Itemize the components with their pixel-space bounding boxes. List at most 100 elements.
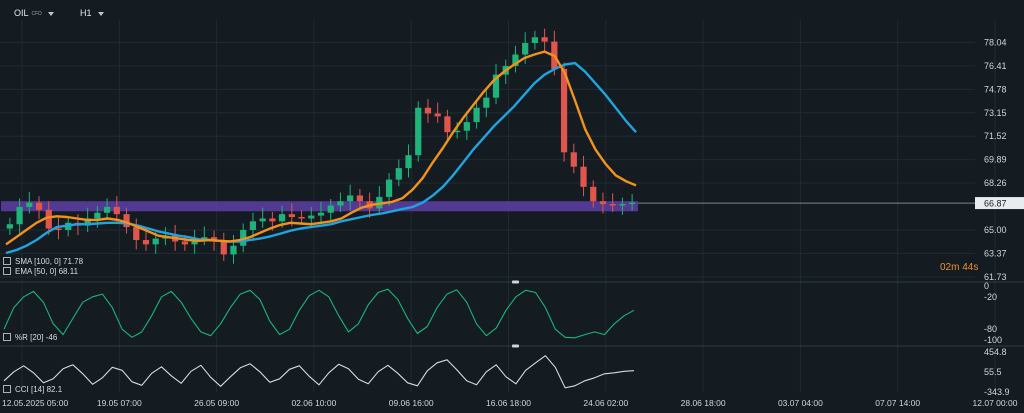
cci-value: 82.1 <box>46 385 63 394</box>
current-price-label: 66.87 <box>984 199 1007 209</box>
eye-icon <box>3 333 11 341</box>
x-tick-label: 26.05 09:00 <box>194 398 239 408</box>
candle-body <box>45 209 52 229</box>
x-tick-label: 07.07 14:00 <box>875 398 920 408</box>
cci-tick-label: -343.9 <box>984 387 1010 397</box>
candle-body <box>541 37 548 42</box>
cci-tick-label: 55.5 <box>984 367 1002 377</box>
candle-body <box>415 107 422 156</box>
wr-value: -46 <box>45 333 58 342</box>
x-tick-label: 19.05 07:00 <box>97 398 142 408</box>
candle-body <box>123 214 130 228</box>
wr-tick-label: -100 <box>984 335 1002 345</box>
candle-body <box>84 218 91 226</box>
x-tick-label: 03.07 04:00 <box>778 398 823 408</box>
cci-line <box>3 355 635 389</box>
sma-label: SMA [100, 0] <box>15 257 61 266</box>
candle-body <box>522 43 529 55</box>
symbol-selector[interactable]: OIL CFD <box>14 8 54 18</box>
pane-resize-handle <box>512 344 519 348</box>
candle-body <box>483 97 490 108</box>
cci-label: CCI [14] <box>15 385 45 394</box>
y-tick-label: 61.73 <box>984 272 1007 282</box>
candle-body <box>434 113 441 117</box>
x-tick-label: 28.06 18:00 <box>681 398 726 408</box>
ema-value: 68.11 <box>58 267 79 276</box>
legend-sma[interactable]: SMA [100, 0] 71.78 <box>3 257 83 266</box>
instrument-type-label: CFD <box>31 10 42 17</box>
wr-line <box>3 288 635 339</box>
candle-body <box>580 166 587 187</box>
ema-line <box>5 50 637 246</box>
candle-body <box>570 152 577 167</box>
y-tick-label: 63.37 <box>984 248 1007 258</box>
candle-series <box>6 28 636 264</box>
candle-body <box>424 107 432 114</box>
eye-icon <box>3 257 11 265</box>
candle-body <box>230 245 237 255</box>
candle-body <box>181 241 188 245</box>
symbol-label: OIL <box>14 8 29 18</box>
candle-body <box>288 214 295 218</box>
candle-body <box>356 195 364 202</box>
x-tick-label: 02.06 10:00 <box>291 398 336 408</box>
wr-tick-label: -20 <box>984 292 997 302</box>
candle-body <box>629 202 636 205</box>
y-tick-label: 69.89 <box>984 155 1007 165</box>
candle-body <box>444 116 451 133</box>
wr-label: %R [20] <box>15 333 44 342</box>
candle-body <box>492 74 500 98</box>
ema-label: EMA [50, 0] <box>15 267 57 276</box>
candle-body <box>463 122 470 131</box>
x-tick-label: 09.06 16:00 <box>389 398 434 408</box>
candle-body <box>385 179 393 197</box>
candle-body <box>220 241 227 255</box>
candle-body <box>298 217 305 219</box>
candle-body <box>317 212 325 216</box>
candle-body <box>16 206 23 225</box>
current-price-tag <box>975 197 1024 210</box>
x-tick-label: 16.06 18:00 <box>486 398 531 408</box>
candle-body <box>473 107 480 123</box>
sma-line <box>5 61 637 255</box>
timeframe-selector[interactable]: H1 <box>80 8 104 18</box>
timeframe-label: H1 <box>80 8 92 18</box>
x-tick-label: 24.06 02:00 <box>583 398 628 408</box>
candle-body <box>26 202 33 207</box>
candle-body <box>259 218 266 222</box>
candle-body <box>142 240 150 245</box>
candle-body <box>201 237 208 239</box>
candle-body <box>395 168 402 180</box>
candle-body <box>308 215 315 219</box>
candle-body <box>454 130 461 133</box>
wr-tick-label: 0 <box>984 281 989 291</box>
candle-body <box>560 68 568 153</box>
cci-tick-label: 454.8 <box>984 347 1007 357</box>
candle-body <box>405 155 412 169</box>
candle-body <box>94 212 101 219</box>
eye-icon <box>3 385 11 393</box>
y-tick-label: 74.78 <box>984 84 1007 94</box>
y-tick-label: 73.15 <box>984 108 1007 118</box>
pane-resize-handle <box>512 280 519 284</box>
y-tick-label: 78.04 <box>984 37 1007 47</box>
legend-cci[interactable]: CCI [14] 82.1 <box>3 385 62 394</box>
sma-value: 71.78 <box>63 257 84 266</box>
candle-body <box>599 201 607 205</box>
candle-body <box>103 206 111 213</box>
legend-ema[interactable]: EMA [50, 0] 68.11 <box>3 267 78 276</box>
x-tick-label: 12.07 00:00 <box>973 398 1018 408</box>
candle-body <box>35 202 43 210</box>
candle-body <box>278 214 286 222</box>
eye-icon <box>3 267 11 275</box>
candle-body <box>249 221 257 230</box>
candle-body <box>6 224 13 229</box>
legend-wr[interactable]: %R [20] -46 <box>3 333 57 342</box>
support-zone <box>1 201 638 212</box>
chevron-down-icon <box>47 11 54 16</box>
y-tick-label: 76.41 <box>984 61 1007 71</box>
chevron-down-icon <box>97 11 104 16</box>
candle-body <box>269 218 276 222</box>
bar-countdown: 02m 44s <box>940 262 979 273</box>
